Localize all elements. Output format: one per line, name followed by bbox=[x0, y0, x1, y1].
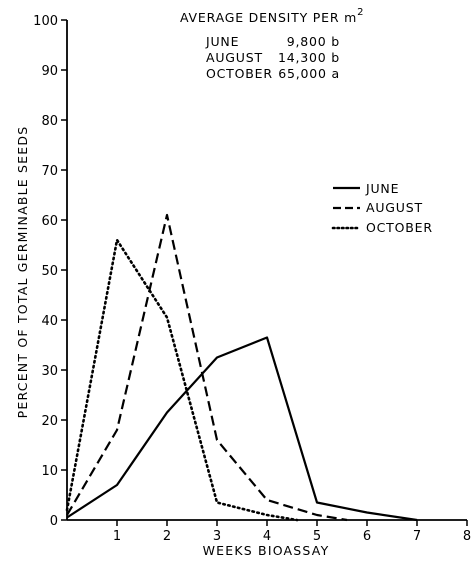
x-axis-label: WEEKS BIOASSAY bbox=[203, 543, 330, 558]
y-tick-label: 100 bbox=[33, 14, 58, 29]
x-tick-label: 8 bbox=[463, 529, 471, 544]
annotation-title-text: AVERAGE DENSITY PER m bbox=[180, 10, 357, 25]
annotation-value-october: 65,000 a bbox=[278, 66, 340, 81]
y-tick-label: 50 bbox=[41, 264, 58, 279]
x-tick-label: 7 bbox=[413, 529, 421, 544]
annotation-title: AVERAGE DENSITY PER m2 bbox=[180, 7, 364, 25]
y-tick-label: 10 bbox=[41, 464, 58, 479]
legend-label-october: OCTOBER bbox=[366, 220, 433, 235]
density-annotation: AVERAGE DENSITY PER m2 JUNE 9,800 b AUGU… bbox=[180, 7, 364, 81]
legend-label-august: AUGUST bbox=[366, 200, 423, 215]
series-line-october bbox=[65, 238, 299, 522]
legend: JUNE AUGUST OCTOBER bbox=[331, 181, 433, 235]
y-ticks: 0 10 20 30 40 50 60 70 80 90 100 bbox=[33, 14, 67, 529]
x-tick-label: 3 bbox=[213, 529, 221, 544]
annotation-month-august: AUGUST bbox=[206, 50, 263, 65]
annotation-value-august: 14,300 b bbox=[278, 50, 340, 65]
annotation-value-june: 9,800 b bbox=[287, 34, 340, 49]
x-tick-label: 5 bbox=[313, 529, 321, 544]
y-tick-label: 0 bbox=[50, 514, 58, 529]
x-tick-label: 4 bbox=[263, 529, 271, 544]
y-tick-label: 70 bbox=[41, 164, 58, 179]
annotation-month-october: OCTOBER bbox=[206, 66, 273, 81]
y-tick-label: 90 bbox=[41, 64, 58, 79]
x-tick-label: 2 bbox=[163, 529, 171, 544]
y-tick-label: 30 bbox=[41, 364, 58, 379]
y-tick-label: 80 bbox=[41, 114, 58, 129]
y-axis-label: PERCENT OF TOTAL GERMINABLE SEEDS bbox=[15, 126, 30, 419]
series-line-august bbox=[66, 213, 348, 522]
series-line-june bbox=[66, 336, 418, 522]
series-lines bbox=[65, 213, 418, 522]
x-tick-label: 1 bbox=[113, 529, 121, 544]
x-ticks: 1 2 3 4 5 6 7 8 bbox=[113, 520, 471, 544]
y-tick-label: 60 bbox=[41, 214, 58, 229]
y-tick-label: 20 bbox=[41, 414, 58, 429]
x-tick-label: 6 bbox=[363, 529, 371, 544]
annotation-month-june: JUNE bbox=[205, 34, 239, 49]
y-tick-label: 40 bbox=[41, 314, 58, 329]
annotation-title-superscript: 2 bbox=[357, 7, 364, 18]
legend-label-june: JUNE bbox=[365, 181, 399, 196]
axes bbox=[66, 20, 467, 521]
